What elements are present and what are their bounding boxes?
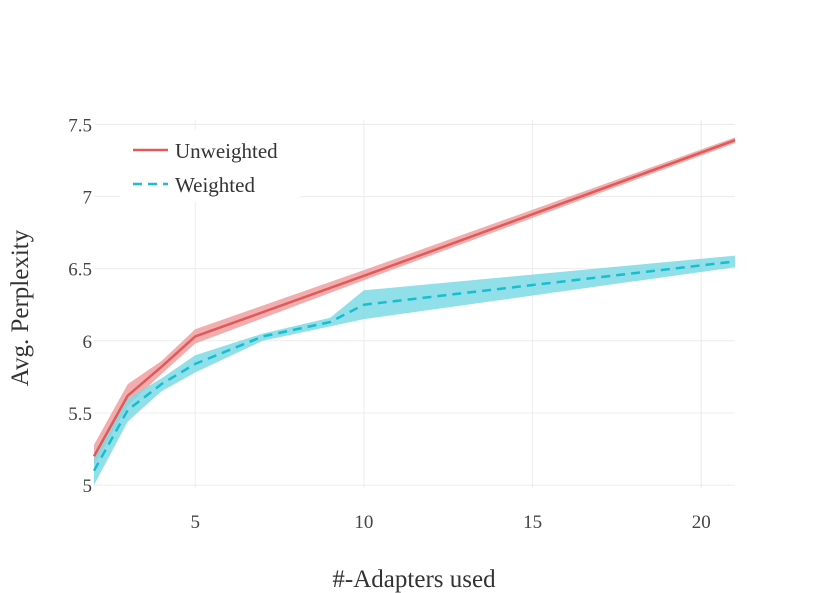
y-tick-label: 5.5 bbox=[68, 404, 92, 425]
y-tick-label: 6 bbox=[83, 332, 93, 353]
x-axis-ticks: 5 10 15 20 bbox=[190, 512, 710, 533]
x-tick-label: 5 bbox=[190, 512, 200, 533]
y-axis-ticks: 5 5.5 6 6.5 7 7.5 bbox=[68, 115, 92, 497]
series-line-unweighted bbox=[92, 139, 736, 457]
x-axis-title: #-Adapters used bbox=[332, 566, 496, 593]
series-line-weighted bbox=[92, 260, 736, 472]
legend: Unweighted Weighted bbox=[120, 130, 300, 202]
y-tick-label: 7.5 bbox=[68, 115, 92, 136]
x-tick-label: 15 bbox=[523, 512, 542, 533]
x-tick-label: 20 bbox=[692, 512, 711, 533]
legend-background bbox=[120, 130, 300, 202]
y-axis-title: Avg. Perplexity bbox=[7, 229, 34, 386]
confidence-bands bbox=[94, 137, 735, 486]
x-tick-label: 10 bbox=[354, 512, 373, 533]
legend-label-unweighted: Unweighted bbox=[175, 139, 278, 163]
y-tick-label: 7 bbox=[83, 187, 93, 208]
y-tick-label: 5 bbox=[83, 476, 93, 497]
y-tick-label: 6.5 bbox=[68, 260, 92, 281]
legend-label-weighted: Weighted bbox=[175, 173, 255, 197]
series-lines bbox=[92, 139, 736, 472]
confidence-band-weighted bbox=[94, 255, 735, 486]
